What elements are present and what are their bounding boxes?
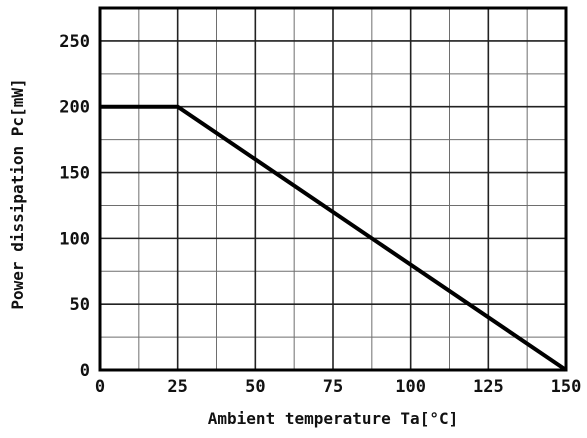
- x-tick-labels: 0 25 50 75 100 125 150: [95, 377, 581, 397]
- x-tick-label: 125: [473, 377, 504, 397]
- y-tick-label: 200: [59, 98, 90, 118]
- y-tick-label: 0: [80, 361, 90, 381]
- x-tick-label: 25: [167, 377, 187, 397]
- x-tick-label: 50: [245, 377, 265, 397]
- grid-major: [100, 8, 566, 370]
- y-tick-label: 250: [59, 32, 90, 52]
- plot-frame: [98, 6, 568, 372]
- y-tick-label: 100: [59, 229, 90, 249]
- x-tick-label: 150: [551, 377, 582, 397]
- x-axis-label: Ambient temperature Ta[°C]: [208, 409, 458, 428]
- x-tick-label: 75: [323, 377, 343, 397]
- x-tick-label: 0: [95, 377, 105, 397]
- series-layer: [100, 104, 568, 372]
- series-line: [100, 104, 568, 372]
- y-tick-label: 150: [59, 164, 90, 184]
- y-axis-label: Power dissipation Pc[mW]: [8, 78, 27, 309]
- x-tick-label: 100: [395, 377, 426, 397]
- y-tick-label: 50: [70, 295, 90, 315]
- y-tick-labels: 0 50 100 150 200 250: [59, 32, 90, 381]
